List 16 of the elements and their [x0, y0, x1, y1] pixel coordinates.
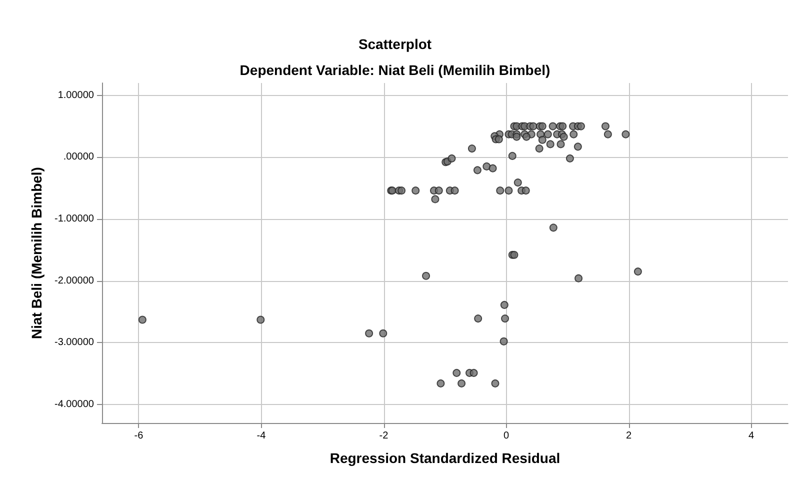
x-tick-label: 0 — [503, 430, 510, 442]
y-tick-label: 1.00000 — [58, 90, 94, 101]
x-tick-label: 4 — [748, 430, 754, 442]
x-tick-label: -2 — [379, 430, 389, 442]
y-tick-label: -1.00000 — [54, 214, 94, 224]
y-tick-label: .00000 — [63, 152, 94, 163]
x-tick-label: 2 — [626, 430, 632, 442]
y-tick-label: -2.00000 — [54, 275, 94, 286]
chart-subtitle: Dependent Variable: Niat Beli (Memilih Bimbel) — [240, 62, 550, 78]
x-axis-title: Regression Standardized Residual — [330, 450, 560, 466]
y-tick-label: -3.00000 — [54, 337, 94, 348]
y-axis-title: Niat Beli (Memilih Bimbel) — [28, 167, 45, 339]
y-tick-label: -4.00000 — [54, 398, 94, 410]
chart-title: Scatterplot — [358, 36, 432, 52]
x-tick-label: -4 — [256, 430, 266, 442]
x-tick-label: -6 — [134, 430, 144, 442]
